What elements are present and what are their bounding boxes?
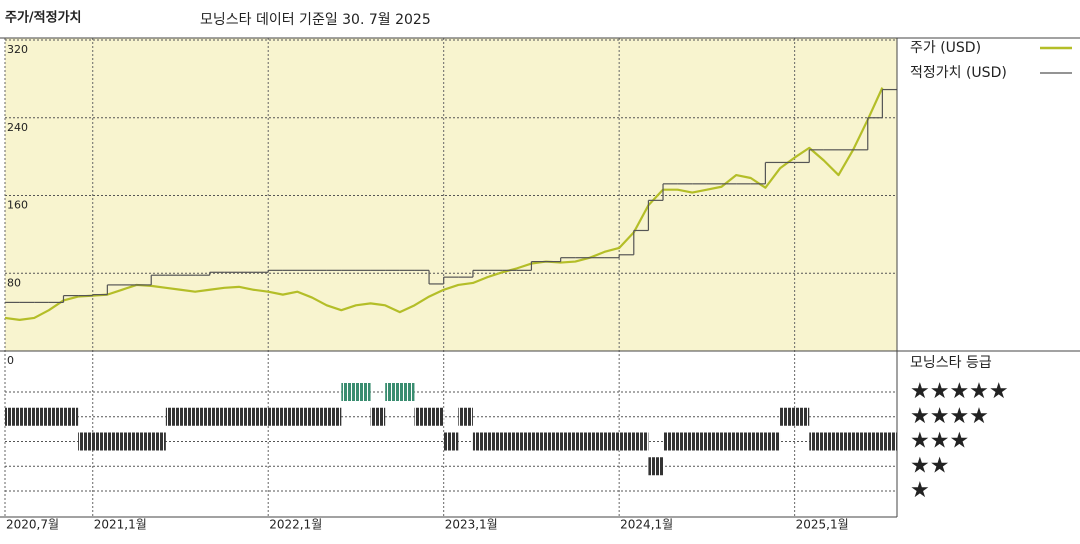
rating-row-label: ★ <box>910 478 930 503</box>
rating-bar <box>370 407 386 426</box>
frame <box>0 37 1080 518</box>
rating-bar <box>648 457 664 476</box>
x-tick-label: 2025,1월 <box>796 518 849 532</box>
plot-background <box>5 38 897 351</box>
chart-subtitle: 모닝스타 데이터 기준일 30. 7월 2025 <box>200 12 431 28</box>
rating-bar <box>472 432 649 451</box>
rating-bar <box>458 407 473 426</box>
y-tick-label: 320 <box>7 43 28 56</box>
x-tick-label: 2020,7월 <box>6 518 59 532</box>
rating-row-label: ★★★★ <box>910 404 989 429</box>
rating-bar <box>663 432 781 451</box>
legend-label: 주가 (USD) <box>910 40 981 56</box>
rating-bar <box>809 432 897 451</box>
rating-bar <box>5 407 79 426</box>
rating-bar <box>780 407 810 426</box>
y-tick-label: 160 <box>7 199 28 212</box>
rating-bar <box>414 407 444 426</box>
rating-title: 모닝스타 등급 <box>910 355 992 371</box>
rating-bar <box>78 432 166 451</box>
price-line <box>4 87 884 321</box>
rating-bar <box>165 407 342 426</box>
rating-bar <box>385 383 415 401</box>
x-tick-label: 2021,1월 <box>94 518 147 532</box>
y-tick-label: 0 <box>7 354 14 367</box>
y-tick-label: 240 <box>7 121 28 134</box>
x-tick-label: 2022,1월 <box>269 518 322 532</box>
rating-row-label: ★★ <box>910 453 949 478</box>
x-tick-label: 2023,1월 <box>445 518 498 532</box>
x-tick-label: 2024,1월 <box>620 518 673 532</box>
rating-bar <box>443 432 459 451</box>
rating-row-label: ★★★★★ <box>910 379 1009 404</box>
rating-bar <box>341 383 371 401</box>
y-tick-label: 80 <box>7 276 21 289</box>
legend-label: 적정가치 (USD) <box>910 65 1007 81</box>
chart-title: 주가/적정가치 <box>5 10 82 26</box>
rating-row-label: ★★★ <box>910 429 969 454</box>
